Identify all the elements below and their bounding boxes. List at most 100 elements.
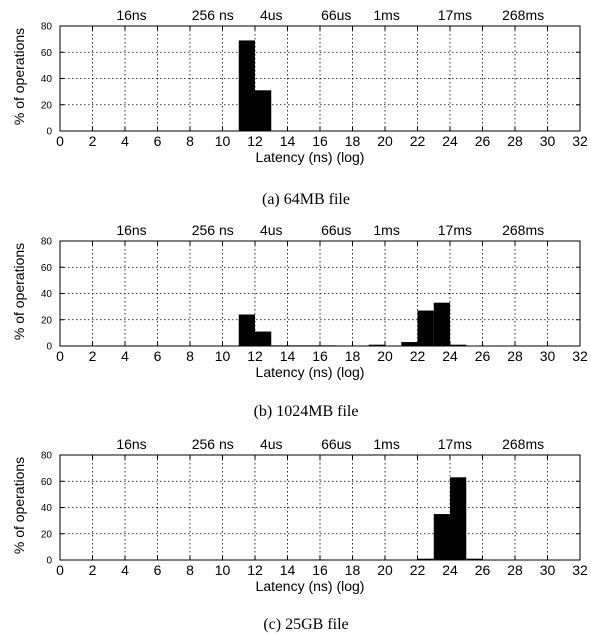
x-tick-label: 14: [280, 562, 296, 578]
y-tick-label: 80: [41, 451, 53, 462]
x-tick-label: 32: [572, 348, 588, 364]
x-tick-label: 10: [215, 133, 231, 149]
x-tick-label: 0: [56, 562, 64, 578]
x-tick-label: 2: [89, 562, 97, 578]
chart-panel-3: 0 2 4 6 8 10 12 14 16 18 20 22 24 26 28 30 3202040608016…: [11, 436, 588, 633]
x-tick-label: 14: [280, 348, 296, 364]
histogram-bar: [433, 514, 450, 560]
x-axis-title: Latency (ns) (log): [256, 364, 365, 380]
x-tick-label: 20: [377, 133, 393, 149]
x-tick-label: 24: [442, 133, 458, 149]
y-tick-label: 40: [41, 503, 53, 514]
x-tick-label: 28: [507, 133, 523, 149]
top-axis-label: 4us: [260, 7, 283, 23]
top-axis-label: 66us: [321, 436, 351, 452]
x-tick-label: 10: [215, 348, 231, 364]
top-axis-label: 1ms: [373, 222, 399, 238]
y-tick-label: 20: [41, 100, 53, 111]
y-tick-label: 0: [46, 127, 52, 138]
x-tick-label: 4: [121, 562, 129, 578]
x-tick-label: 2: [89, 133, 97, 149]
x-tick-label: 16: [312, 133, 328, 149]
x-tick-label: 26: [475, 562, 491, 578]
y-tick-label: 80: [41, 22, 53, 33]
top-axis-label: 4us: [260, 222, 283, 238]
x-tick-label: 6: [154, 133, 162, 149]
histogram-bar: [466, 558, 483, 560]
x-tick-label: 18: [345, 348, 361, 364]
x-tick-label: 26: [475, 348, 491, 364]
chart-panel-1: 0 2 4 6 8 10 12 14 16 18 20 22 24 26 28 30 3202040608016…: [11, 7, 588, 208]
x-tick-label: 20: [377, 562, 393, 578]
histogram-bar: [417, 558, 434, 560]
x-tick-label: 30: [540, 133, 556, 149]
top-axis-label: 16ns: [116, 222, 146, 238]
top-axis-label: 1ms: [373, 7, 399, 23]
y-tick-label: 20: [41, 529, 53, 540]
top-axis-label: 17ms: [438, 222, 472, 238]
x-tick-label: 28: [507, 348, 523, 364]
x-tick-label: 30: [540, 348, 556, 364]
x-axis-title: Latency (ns) (log): [256, 578, 365, 594]
x-tick-label: 12: [247, 562, 263, 578]
y-tick-label: 80: [41, 237, 53, 248]
top-axis-label: 1ms: [373, 436, 399, 452]
x-axis-title: Latency (ns) (log): [256, 149, 365, 165]
histogram-bar: [450, 477, 467, 560]
x-tick-label: 4: [121, 133, 129, 149]
histogram-bar: [368, 344, 385, 346]
x-tick-label: 18: [345, 133, 361, 149]
x-tick-label: 28: [507, 562, 523, 578]
x-tick-label: 22: [410, 133, 426, 149]
y-axis-title: % of operations: [11, 457, 27, 554]
x-tick-label: 32: [572, 133, 588, 149]
x-tick-label: 24: [442, 562, 458, 578]
panel-caption: (c) 25GB file: [263, 616, 348, 633]
histogram-bar: [238, 40, 255, 131]
top-axis-label: 66us: [321, 7, 351, 23]
top-axis-label: 268ms: [502, 436, 544, 452]
top-axis-label: 4us: [260, 436, 283, 452]
y-tick-label: 40: [41, 289, 53, 300]
x-tick-label: 30: [540, 562, 556, 578]
x-tick-label: 8: [186, 133, 194, 149]
x-tick-label: 8: [186, 348, 194, 364]
x-tick-label: 2: [89, 348, 97, 364]
y-tick-label: 0: [46, 556, 52, 567]
top-axis-label: 256 ns: [192, 7, 234, 23]
x-tick-label: 0: [56, 348, 64, 364]
y-tick-label: 60: [41, 48, 53, 59]
top-axis-label: 268ms: [502, 222, 544, 238]
top-axis-label: 17ms: [438, 7, 472, 23]
x-tick-label: 18: [345, 562, 361, 578]
x-tick-label: 10: [215, 562, 231, 578]
histogram-bar: [450, 344, 467, 346]
x-tick-label: 12: [247, 348, 263, 364]
chart-panel-2: 0 2 4 6 8 10 12 14 16 18 20 22 24 26 28 30 3202040608016…: [11, 222, 588, 420]
histogram-bar: [255, 331, 272, 346]
x-tick-label: 8: [186, 562, 194, 578]
x-tick-label: 32: [572, 562, 588, 578]
x-tick-label: 12: [247, 133, 263, 149]
y-tick-label: 0: [46, 342, 52, 353]
y-tick-label: 60: [41, 263, 53, 274]
histogram-bar: [433, 302, 450, 346]
x-tick-label: 4: [121, 348, 129, 364]
top-axis-label: 16ns: [116, 7, 146, 23]
histogram-bar: [417, 310, 434, 346]
y-axis-title: % of operations: [11, 28, 27, 125]
x-tick-label: 20: [377, 348, 393, 364]
top-axis-label: 256 ns: [192, 222, 234, 238]
x-tick-label: 26: [475, 133, 491, 149]
histogram-bar: [238, 314, 255, 346]
x-tick-label: 22: [410, 562, 426, 578]
panel-caption: (a) 64MB file: [262, 191, 350, 208]
x-tick-label: 6: [154, 562, 162, 578]
panel-caption: (b) 1024MB file: [254, 403, 359, 420]
x-tick-label: 6: [154, 348, 162, 364]
top-axis-label: 268ms: [502, 7, 544, 23]
x-tick-label: 22: [410, 348, 426, 364]
top-axis-label: 16ns: [116, 436, 146, 452]
x-tick-label: 16: [312, 562, 328, 578]
